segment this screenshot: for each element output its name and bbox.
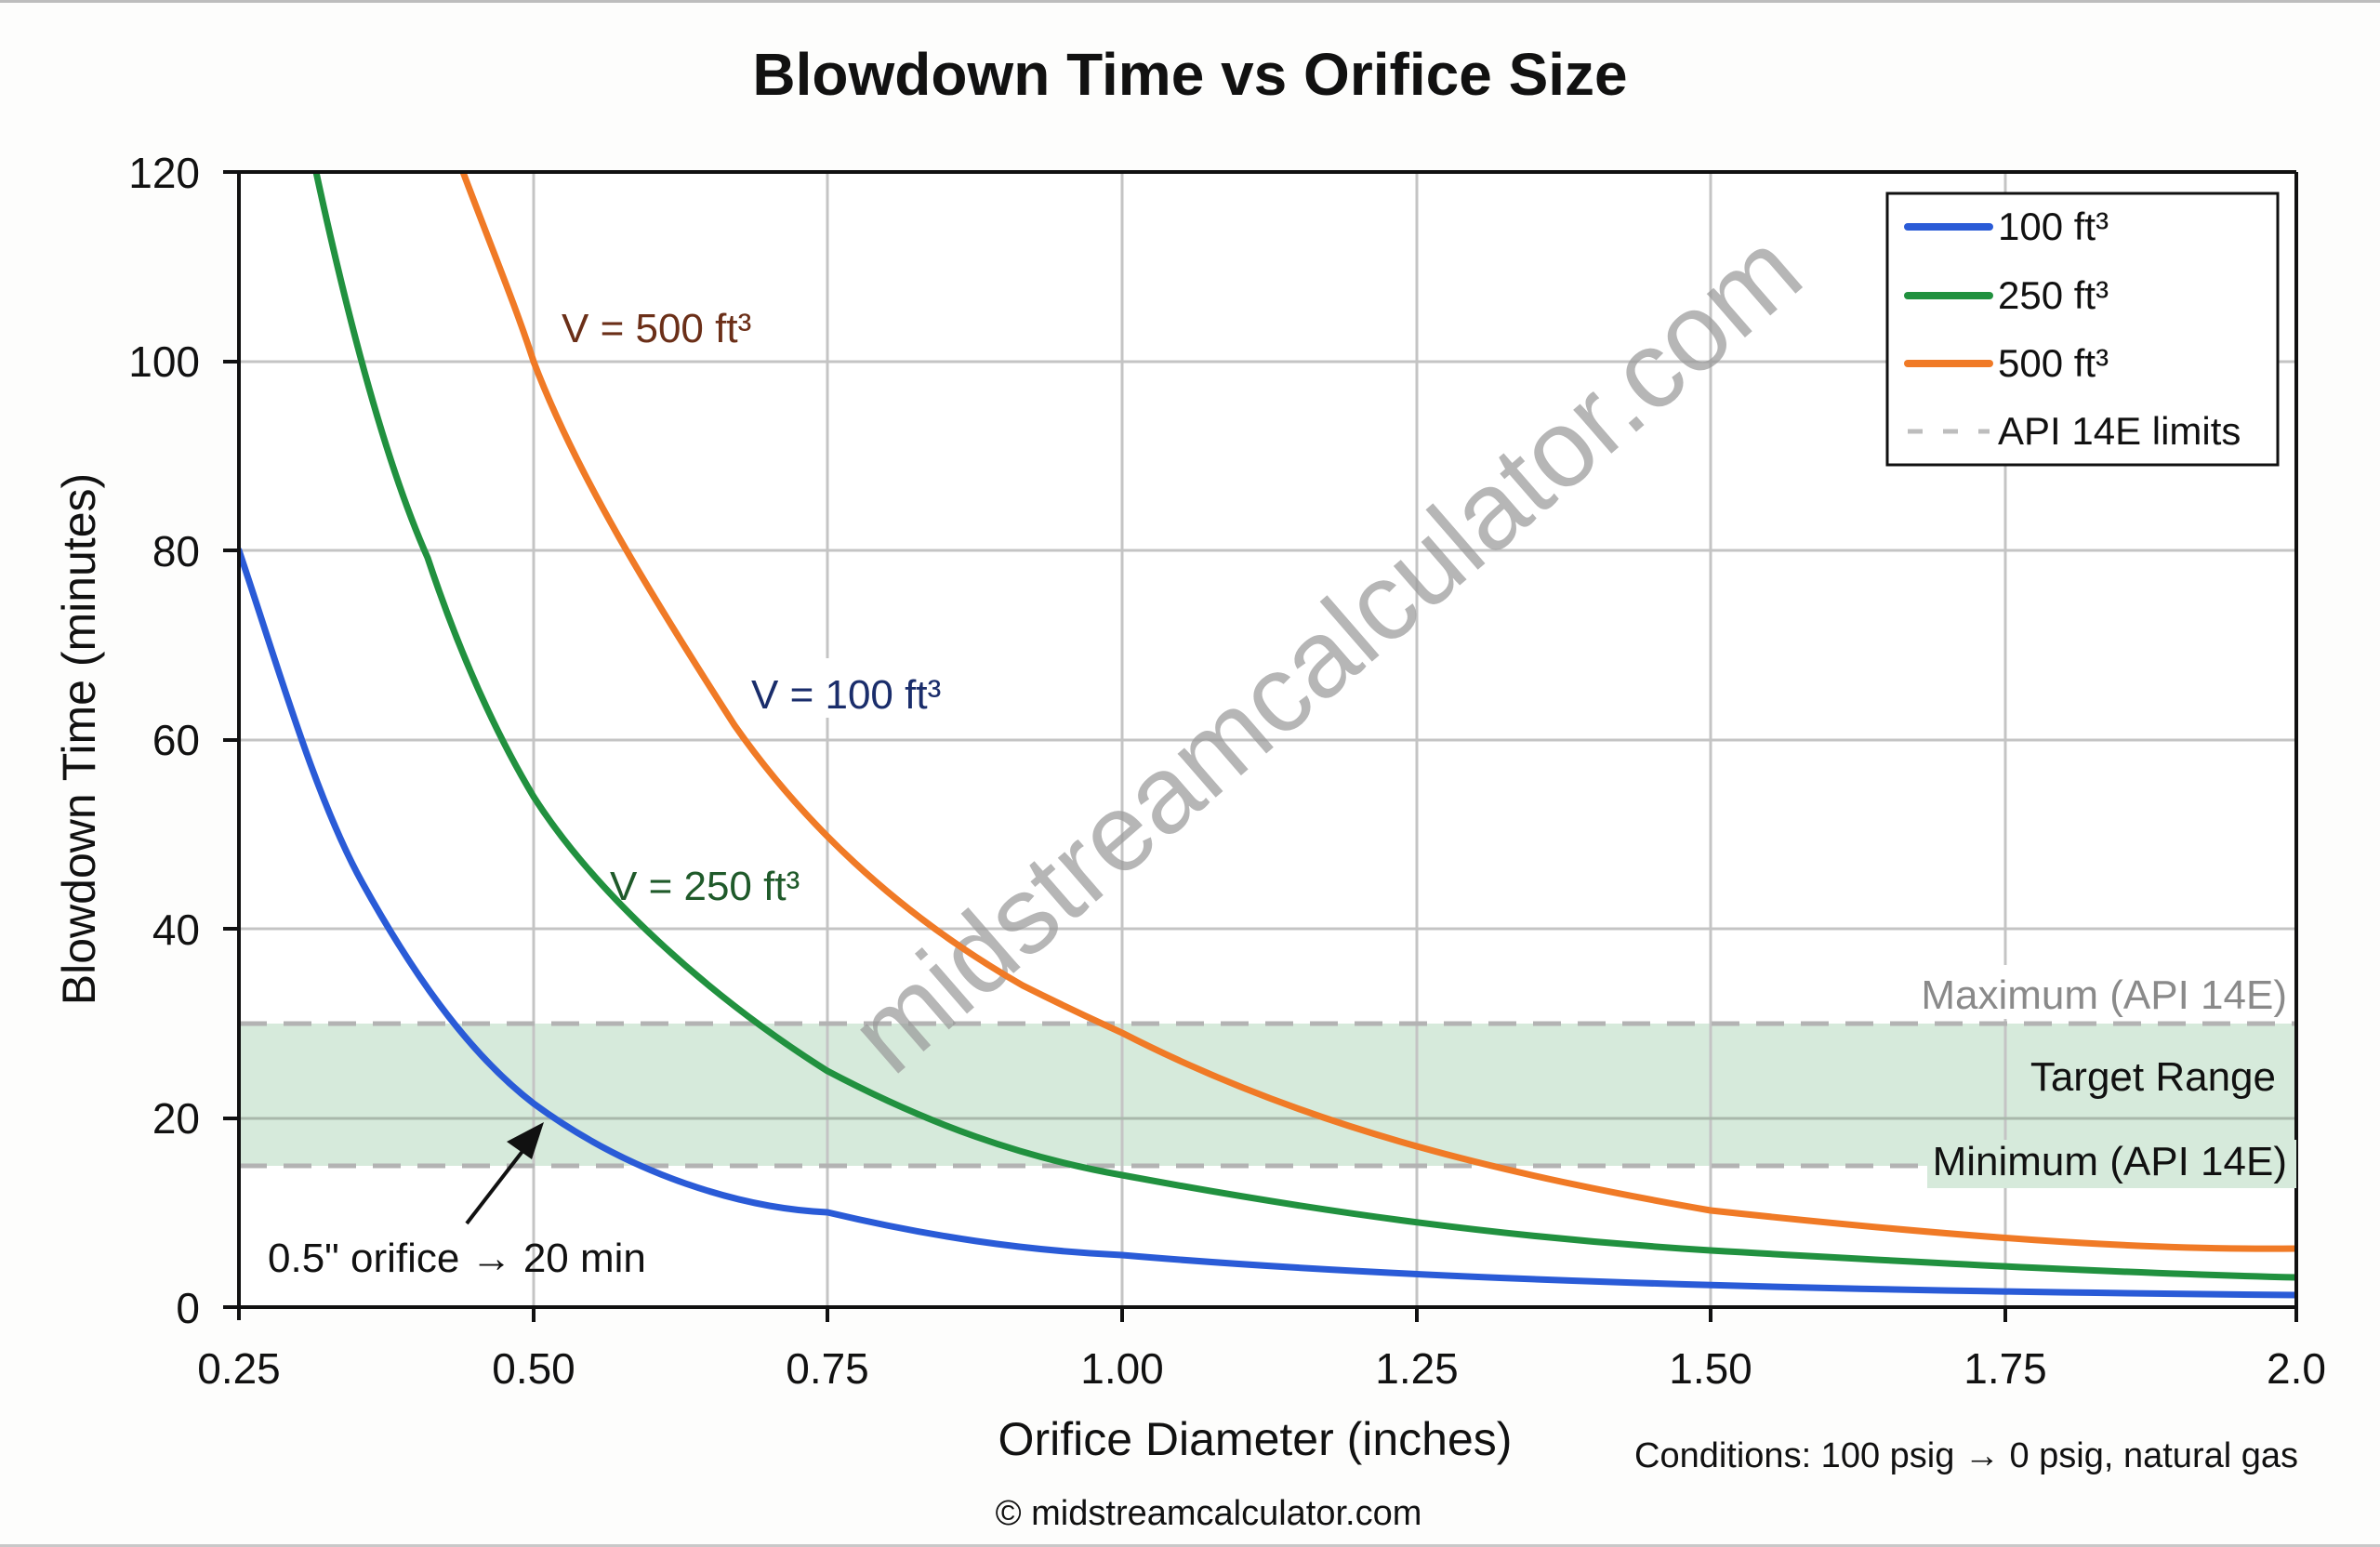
- curve-label-250: V = 250 ft³: [610, 864, 800, 909]
- x-tick: 1.00: [1080, 1344, 1164, 1393]
- x-tick: 1.25: [1375, 1344, 1459, 1393]
- y-tick: 100: [128, 337, 200, 386]
- bottom-border: [0, 1544, 2380, 1547]
- y-tick: 60: [152, 716, 200, 764]
- top-border: [0, 0, 2380, 3]
- x-tick: 1.75: [1964, 1344, 2047, 1393]
- y-axis-label: Blowdown Time (minutes): [53, 473, 105, 1005]
- min-label-bg: [1927, 1140, 2296, 1188]
- orifice-annotation: 0.5" orifice → 20 min: [268, 1236, 646, 1281]
- series-line-500ft3: [459, 172, 2296, 1252]
- annotation-arrow: [465, 1122, 544, 1225]
- legend-item-100: 100 ft³: [1998, 205, 2109, 248]
- x-tick: 1.50: [1669, 1344, 1752, 1393]
- y-tick: 40: [152, 906, 200, 954]
- legend-item-api: API 14E limits: [1998, 409, 2241, 453]
- y-tick: 20: [152, 1094, 200, 1143]
- x-tick-labels: 0.25 0.50 0.75 1.00 1.25 1.50 1.75 2.0: [197, 1344, 2326, 1393]
- conditions-note: Conditions: 100 psig → 0 psig, natural g…: [1634, 1436, 2298, 1475]
- target-range-label: Target Range: [2030, 1054, 2276, 1100]
- api-14e-limit-lines: [239, 1021, 2296, 1169]
- x-tick: 0.25: [197, 1344, 281, 1393]
- y-tick: 80: [152, 527, 200, 575]
- x-tick: 2.0: [2267, 1344, 2326, 1393]
- chart-title: Blowdown Time vs Orifice Size: [752, 41, 1627, 108]
- legend-item-500: 500 ft³: [1998, 341, 2109, 385]
- maximum-label: Maximum (API 14E): [1921, 972, 2287, 1018]
- curve-label-100: V = 100 ft³: [751, 672, 941, 718]
- y-tick: 120: [128, 149, 200, 197]
- axes: [223, 170, 2298, 1322]
- x-axis-label: Orifice Diameter (inches): [998, 1413, 1513, 1465]
- legend-item-250: 250 ft³: [1998, 273, 2109, 317]
- curve-label-bg: [744, 658, 967, 718]
- y-tick: 0: [176, 1284, 200, 1332]
- series-line-250ft3: [312, 172, 2296, 1281]
- curve-label-500: V = 500 ft³: [562, 306, 751, 351]
- x-tick: 0.75: [786, 1344, 869, 1393]
- max-label-bg: [1924, 965, 2292, 1019]
- minimum-label: Minimum (API 14E): [1933, 1139, 2287, 1184]
- series-line-100ft3: [239, 547, 2296, 1299]
- copyright: © midstreamcalculator.com: [996, 1494, 1422, 1533]
- x-tick: 0.50: [492, 1344, 575, 1393]
- legend: 100 ft³ 250 ft³ 500 ft³ API 14E limits: [1885, 192, 2280, 467]
- y-tick-labels: 0 20 40 60 80 100 120: [128, 149, 200, 1332]
